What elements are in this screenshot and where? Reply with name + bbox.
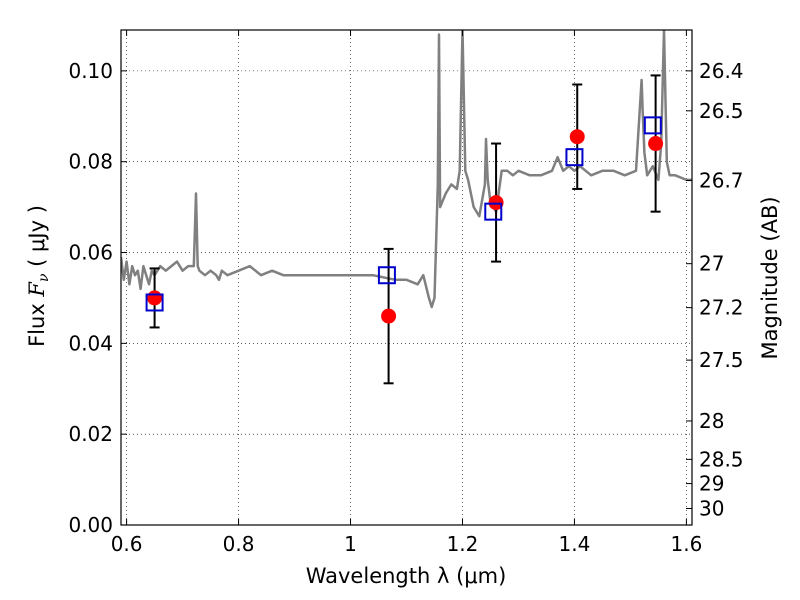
magnitude-tick-label: 28 (699, 409, 724, 433)
y-tick-label: 0.08 (68, 150, 113, 174)
x-tick-label: 1 (344, 532, 357, 556)
magnitude-tick-label: 29 (699, 472, 724, 496)
x-tick-label: 1.4 (559, 532, 591, 556)
x-tick-label: 0.8 (223, 532, 255, 556)
y-tick-label: 0.10 (68, 59, 113, 83)
x-tick-labels: 0.6 0.8 1 1.2 1.4 1.6 (111, 532, 703, 556)
y-tick-label: 0.02 (68, 422, 113, 446)
plot-frame (120, 29, 693, 526)
y2-axis-title: Magnitude (AB) (758, 196, 782, 359)
observed-point (648, 136, 664, 152)
magnitude-tick-label: 30 (699, 497, 724, 521)
y-tick-label: 0.00 (68, 513, 113, 537)
spectrum-path (121, 30, 692, 309)
y-axis-title-unit: ( μJy ) (25, 205, 49, 273)
observed-point (569, 129, 585, 145)
magnitude-tick-label: 26.5 (699, 99, 744, 123)
model-square (145, 293, 164, 312)
y-axis-title-prefix: Flux (25, 297, 49, 347)
model-square (643, 116, 662, 135)
y-tick-label: 0.04 (68, 331, 113, 355)
observed-point (147, 290, 163, 306)
model-square (484, 202, 503, 221)
magnitude-tick-label: 27.2 (699, 296, 744, 320)
model-square (565, 148, 584, 167)
magnitude-tick-label: 26.4 (699, 59, 744, 83)
observed-point (488, 195, 504, 211)
y-axis-title: Flux Fν ( μJy ) (25, 205, 52, 347)
error-bars (149, 74, 661, 385)
magnitude-tick-label: 28.5 (699, 447, 744, 471)
observed-point (381, 308, 397, 324)
y-axis-title-subscript: ν (36, 273, 52, 282)
y-tick-labels: 0.00 0.02 0.04 0.06 0.08 0.10 (68, 59, 113, 537)
magnitude-tick-label: 26.7 (699, 169, 744, 193)
x-tick-label: 1.6 (670, 532, 702, 556)
photometry-points (147, 129, 664, 324)
spectrum-line (121, 30, 692, 309)
magnitude-tick-label: 27.5 (699, 348, 744, 372)
y-axis-title-symbol: F (25, 281, 49, 298)
x-tick-label: 1.2 (447, 532, 479, 556)
model-square (377, 266, 396, 285)
axis-ticks (121, 30, 692, 526)
model-squares (145, 116, 662, 312)
x-tick-label: 0.6 (111, 532, 143, 556)
y-tick-label: 0.06 (68, 241, 113, 265)
x-axis-title: Wavelength λ (μm) (306, 564, 507, 588)
grid (121, 30, 692, 526)
magnitude-tick-label: 27 (699, 252, 724, 276)
